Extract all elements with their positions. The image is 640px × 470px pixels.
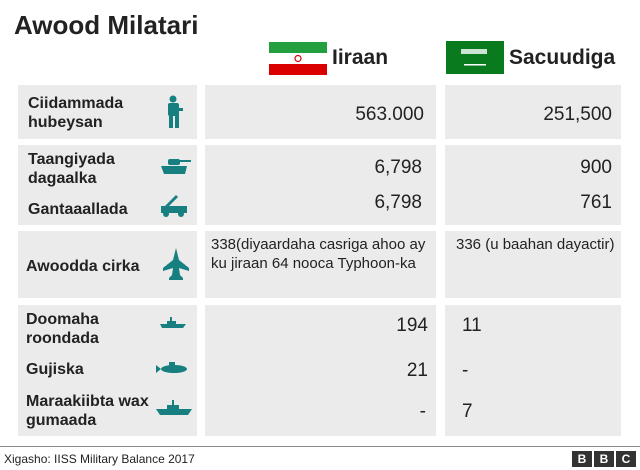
row-label-patrol: Doomaha roondada bbox=[26, 311, 99, 347]
saudi-tanks: 900 bbox=[580, 157, 612, 178]
saudi-cell bbox=[445, 85, 621, 139]
iran-missiles: 6,798 bbox=[374, 192, 422, 213]
footer-divider bbox=[0, 446, 640, 447]
row-label-troops: Ciidammada hubeysan bbox=[28, 95, 124, 131]
page-title: Awood Milatari bbox=[14, 10, 199, 40]
bbc-logo-letter: B bbox=[594, 451, 614, 467]
iran-cell bbox=[205, 305, 436, 436]
patrol-boat-icon bbox=[160, 317, 186, 328]
bbc-logo-letter: B bbox=[572, 451, 592, 467]
row-label-submarines: Gujiska bbox=[26, 361, 84, 378]
missile-launcher-icon bbox=[161, 195, 187, 217]
source-text: Xigasho: IISS Military Balance 2017 bbox=[4, 452, 195, 466]
iran-cell bbox=[205, 85, 436, 139]
saudi-cell bbox=[445, 305, 621, 436]
bbc-logo: B B C bbox=[572, 451, 636, 467]
iran-flag-icon bbox=[269, 42, 327, 75]
label-cell bbox=[18, 231, 197, 298]
iran-troops: 563.000 bbox=[355, 104, 424, 125]
warship-icon bbox=[156, 400, 192, 415]
saudi-troops: 251,500 bbox=[543, 104, 612, 125]
saudi-submarines: - bbox=[462, 360, 469, 381]
row-label-tanks: Taangiyada dagaalka bbox=[28, 151, 115, 187]
fighter-jet-icon bbox=[163, 248, 189, 280]
label-cell bbox=[18, 85, 197, 139]
tank-icon bbox=[161, 159, 191, 174]
saudi-missiles: 761 bbox=[580, 192, 612, 213]
iran-air: 338(diyaardaha casriga ahoo ay ku jiraan… bbox=[211, 236, 426, 272]
iran-header: Iiraan bbox=[332, 46, 389, 69]
iran-submarines: 21 bbox=[406, 360, 428, 381]
saudi-warships: 7 bbox=[462, 401, 473, 422]
saudi-cell bbox=[445, 231, 621, 298]
iran-warships: - bbox=[419, 401, 426, 422]
saudi-patrol: 11 bbox=[462, 315, 482, 336]
row-label-warships: Maraakiibta wax gumaada bbox=[26, 393, 149, 429]
soldier-icon bbox=[168, 95, 183, 128]
submarine-icon bbox=[156, 362, 187, 373]
iran-tanks: 6,798 bbox=[374, 157, 422, 178]
row-label-missiles: Gantaaallada bbox=[28, 201, 128, 218]
saudi-flag-icon bbox=[446, 41, 504, 74]
iran-cell bbox=[205, 231, 436, 298]
iran-cell bbox=[205, 145, 436, 225]
bbc-logo-letter: C bbox=[616, 451, 636, 467]
saudi-header: Sacuudiga bbox=[509, 46, 616, 69]
row-label-air: Awoodda cirka bbox=[26, 258, 140, 275]
iran-patrol: 194 bbox=[396, 315, 428, 336]
saudi-cell bbox=[445, 145, 621, 225]
saudi-air: 336 (u baahan dayactir) bbox=[456, 236, 615, 253]
